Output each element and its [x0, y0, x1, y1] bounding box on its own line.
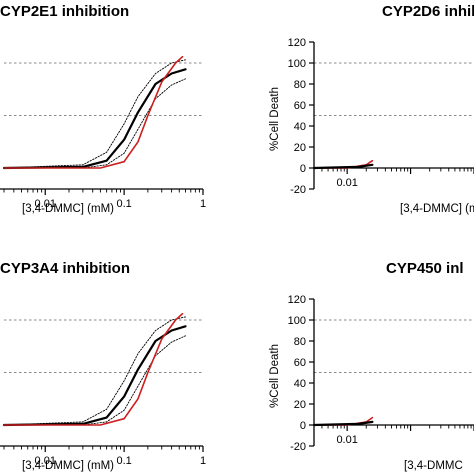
y-tick-label: 80 — [294, 336, 306, 348]
red-fit-curve — [3, 312, 184, 426]
x-axis-label: [3,4-DMMC] (mM) — [22, 460, 114, 472]
y-tick-label: 100 — [288, 58, 306, 70]
y-tick-label: 20 — [294, 142, 306, 154]
plot-area: 120 100 80 60 40 20 0 -20 0.01 — [288, 37, 474, 196]
chart-title: CYP2E1 inhibition — [0, 3, 129, 20]
plot-area: 120 100 80 60 40 20 0 -20 0.01 — [288, 294, 474, 453]
x-tick-label: 0.01 — [336, 177, 357, 189]
confidence-band-curve — [3, 316, 186, 426]
x-tick-label: 0.1 — [116, 198, 131, 210]
panel-cyp2d6: CYP2D6 inhibition %Cell Death 120 100 80 60… — [269, 3, 474, 215]
y-tick-label: 60 — [294, 100, 306, 112]
y-tick-label: 60 — [294, 357, 306, 369]
y-tick-label: 40 — [294, 121, 306, 133]
panel-cyp2e1: CYP2E1 inhibition 0.01 0.1 1 [3,4-DMMC] (m… — [0, 3, 206, 215]
mean-fit-curve — [2, 68, 187, 170]
y-tick-label: 80 — [294, 79, 306, 91]
y-tick-label: 120 — [288, 294, 306, 306]
panel-cyp3a4: CYP3A4 inhibition 0.01 0.1 1 [3,4-DMMC] (m… — [0, 260, 206, 472]
chart-title: CYP2D6 inhibition — [382, 3, 474, 20]
plot-area: 0.01 0.1 1 — [0, 55, 206, 210]
x-axis-label: [3,4-DMMC — [404, 460, 463, 472]
y-tick-label: 20 — [294, 399, 306, 411]
chart-title: CYP3A4 inhibition — [0, 260, 130, 277]
mean-fit-curve — [312, 163, 374, 170]
x-tick-label: 1 — [200, 455, 206, 467]
confidence-band-curve — [3, 59, 186, 169]
y-tick-label: 0 — [300, 163, 306, 175]
chart-title: CYP450 inl — [386, 260, 464, 277]
x-tick-label: 0.01 — [336, 434, 357, 446]
y-tick-label: 40 — [294, 378, 306, 390]
y-tick-label: 0 — [300, 420, 306, 432]
mean-fit-curve — [2, 325, 187, 427]
red-fit-curve — [3, 55, 184, 169]
plot-area: 0.01 0.1 1 — [0, 312, 206, 467]
y-tick-label: -20 — [290, 441, 306, 453]
y-axis-label: %Cell Death — [269, 87, 281, 151]
x-tick-label: 0.1 — [116, 455, 131, 467]
mean-fit-curve — [312, 420, 374, 427]
y-axis-label: %Cell Death — [269, 344, 281, 408]
y-tick-label: 120 — [288, 37, 306, 49]
x-tick-label: 1 — [200, 198, 206, 210]
y-tick-label: 100 — [288, 315, 306, 327]
x-tick-label: 0.01 — [35, 455, 56, 467]
x-axis-label: [3,4-DMMC] (mM) — [22, 203, 114, 215]
panel-cyp450: CYP450 inl %Cell Death 120 100 80 60 40 20 0 -2… — [269, 260, 474, 472]
x-axis-label: [3,4-DMMC] (mM) — [400, 203, 474, 215]
y-tick-label: -20 — [290, 184, 306, 196]
x-tick-label: 0.01 — [35, 198, 56, 210]
